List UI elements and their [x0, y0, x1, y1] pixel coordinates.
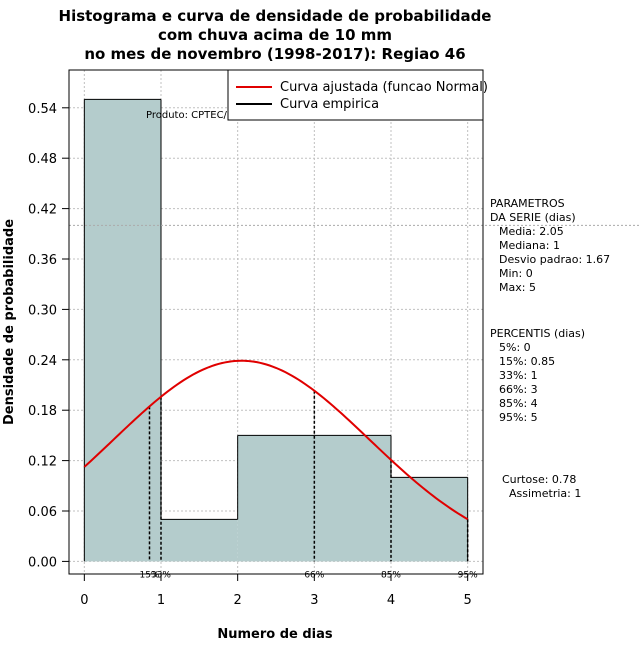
y-tick-label-9: 0.54 [28, 102, 57, 117]
param-desvio: Desvio padrao: 1.67 [499, 253, 610, 266]
y-tick-label-6: 0.36 [28, 253, 57, 268]
axes: 0 1 2 3 4 5 0.00 0.06 0.12 0.18 0.24 0.30 0.36 0.42 0.… [28, 102, 472, 608]
y-tick-label-0: 0.00 [28, 555, 57, 570]
chart-title-line-2: com chuva acima de 10 mm [158, 26, 392, 44]
param-max: Max: 5 [499, 281, 536, 294]
x-tick-label-1: 1 [157, 593, 165, 608]
legend-label-empirical: Curva empirica [280, 97, 379, 112]
y-tick-label-4: 0.24 [28, 354, 57, 369]
chart-title-line-3: no mes de novembro (1998-2017): Regiao 4… [84, 45, 465, 63]
y-tick-label-3: 0.18 [28, 404, 57, 419]
x-tick-label-4: 4 [387, 593, 395, 608]
params-header-1: PARAMETROS [490, 197, 565, 210]
normal-curve-path [83, 359, 469, 521]
param-mediana: Mediana: 1 [499, 239, 560, 252]
normal-curve [83, 359, 469, 521]
x-axis-label: Numero de dias [217, 627, 333, 642]
bar-2 [237, 435, 315, 562]
y-tick-label-5: 0.30 [28, 303, 57, 318]
x-tick-label-0: 0 [80, 593, 88, 608]
side-panel: PARAMETROS DA SERIE (dias) Media: 2.05 M… [490, 197, 610, 500]
bar-3 [314, 435, 391, 562]
param-media: Media: 2.05 [499, 225, 564, 238]
y-tick-label-7: 0.42 [28, 203, 57, 218]
bar-1 [161, 519, 238, 562]
percentil-33: 33%: 1 [499, 369, 538, 382]
param-min: Min: 0 [499, 267, 533, 280]
assimetria: Assimetria: 1 [509, 487, 581, 500]
product-label: Produto: CPTEC/INPE [146, 110, 250, 121]
x-tick-label-3: 3 [310, 593, 318, 608]
bar-0 [84, 99, 161, 562]
x-tick-label-5: 5 [464, 593, 472, 608]
y-tick-label-1: 0.06 [28, 505, 57, 520]
percentil-85: 85%: 4 [499, 397, 538, 410]
percentil-5: 5%: 0 [499, 341, 531, 354]
params-header-2: DA SERIE (dias) [490, 211, 576, 224]
legend: Curva ajustada (funcao Normal) Curva emp… [227, 69, 488, 121]
histogram-bars [83, 98, 469, 562]
percentile-label-0: 15% [139, 570, 159, 580]
percentil-95: 95%: 5 [499, 411, 538, 424]
curtose: Curtose: 0.78 [502, 473, 576, 486]
bar-4 [391, 477, 468, 562]
y-tick-label-8: 0.48 [28, 152, 57, 167]
y-tick-label-2: 0.12 [28, 455, 57, 470]
legend-label-fit: Curva ajustada (funcao Normal) [280, 80, 488, 95]
percentil-66: 66%: 3 [499, 383, 538, 396]
y-axis-label: Densidade de probabilidade [2, 219, 17, 425]
percentis-header: PERCENTIS (dias) [490, 327, 585, 340]
legend-box [227, 69, 484, 121]
chart-title-line-1: Histograma e curva de densidade de proba… [59, 7, 492, 25]
percentil-15: 15%: 0.85 [499, 355, 555, 368]
x-tick-label-2: 2 [234, 593, 242, 608]
